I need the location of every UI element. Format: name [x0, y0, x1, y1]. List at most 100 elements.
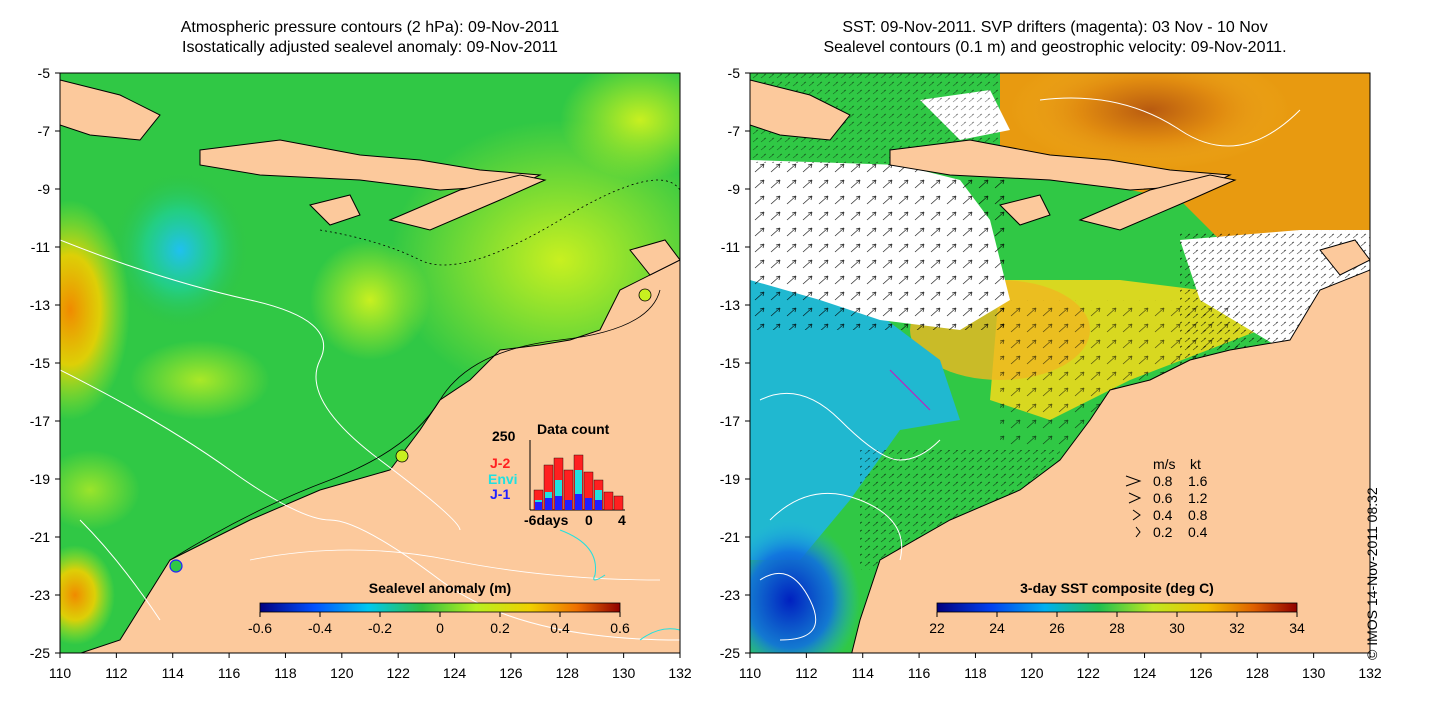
data-count-bar-j1	[535, 502, 542, 510]
velocity-legend-kt-value: 0.8	[1188, 507, 1208, 523]
left-colorbar-tick-label: 0	[436, 620, 444, 636]
right-y-tick-label: -9	[728, 181, 741, 197]
right-colorbar-tick-label: 24	[989, 620, 1005, 636]
right-x-tick-label: 112	[795, 665, 818, 681]
left-y-tick-label: -23	[30, 587, 50, 603]
left-colorbar-label: Sealevel anomaly (m)	[369, 580, 511, 596]
data-count-bar-j1	[545, 498, 552, 510]
right-y-tick-label: -21	[720, 529, 740, 545]
left-colorbar-bar	[259, 602, 621, 613]
legend-j1: J-1	[490, 486, 510, 502]
left-x-tick-label: 132	[668, 665, 692, 681]
left-australia-land	[79, 259, 680, 653]
left-pressure-contour	[60, 369, 680, 641]
left-x-tick-label: 120	[330, 665, 354, 681]
right-colorbar-tick-label: 32	[1229, 620, 1245, 636]
right-colorbar: 3-day SST composite (deg C) 22 24 26 28 30 32…	[929, 580, 1305, 636]
left-y-tick-label: -5	[38, 65, 51, 81]
left-x-tick-label: 112	[105, 665, 128, 681]
right-x-tick-label: 132	[1358, 665, 1382, 681]
left-y-tick-label: -15	[30, 355, 50, 371]
data-count-bar-envi	[555, 480, 562, 510]
right-velocity-legend: m/s kt 0.8 1.60.6 1.20.4 0.80.2 0.4	[1125, 456, 1208, 540]
right-sealevel-contour	[759, 392, 941, 461]
left-x-tick-label: 116	[218, 665, 241, 681]
left-colorbar-tick-label: -0.6	[248, 620, 272, 636]
right-svp-drifter-track	[889, 369, 931, 411]
velocity-legend-ms-value: 0.6	[1153, 490, 1173, 506]
right-y-tick-label: -15	[720, 355, 740, 371]
right-x-tick-label: 130	[1302, 665, 1326, 681]
right-y-tick-label: -11	[721, 239, 740, 255]
right-x-tick-label: 126	[1189, 665, 1213, 681]
left-data-count-inset: Data count 250 J-2 Envi J-1 -6days 0 4	[488, 421, 626, 528]
copyright-text: © IMOS 14-Nov-2011 08:32	[1364, 487, 1380, 660]
data-count-title: Data count	[537, 421, 610, 437]
left-tide-gauge-marker	[638, 288, 652, 302]
data-count-x-zero: 0	[585, 512, 593, 528]
velocity-legend-kt-value: 1.2	[1188, 490, 1208, 506]
left-bathymetry-contour	[169, 289, 661, 561]
left-low-anomaly-blob	[110, 170, 250, 330]
right-x-tick-label: 118	[964, 665, 987, 681]
right-x-tick-label: 128	[1246, 665, 1270, 681]
left-x-tick-label: 126	[499, 665, 523, 681]
right-java-land	[750, 79, 851, 141]
left-y-tick-label: -9	[38, 181, 51, 197]
velocity-legend-ms-value: 0.2	[1153, 524, 1173, 540]
right-x-axis: 110 112 114 116 118 120 122 124 126 128 130 132	[739, 653, 1382, 681]
left-x-tick-label: 124	[443, 665, 467, 681]
right-y-tick-label: -19	[720, 471, 740, 487]
velocity-legend-arrow-icon	[1125, 475, 1142, 487]
velocity-legend-ms-header: m/s	[1153, 456, 1176, 472]
legend-envi: Envi	[488, 471, 518, 487]
velocity-legend-arrow-icon	[1128, 492, 1142, 504]
right-x-tick-label: 120	[1020, 665, 1044, 681]
left-title-line2: Isostatically adjusted sealevel anomaly:…	[182, 39, 558, 56]
left-x-tick-label: 118	[274, 665, 297, 681]
right-x-tick-label: 124	[1133, 665, 1157, 681]
left-map	[60, 73, 680, 653]
right-y-axis: -5 -7 -9 -11 -13 -15 -17 -19 -21 -23 -25	[720, 65, 750, 661]
right-cool-sst-region	[750, 280, 960, 560]
data-count-bar-j1	[575, 494, 582, 510]
left-x-tick-label: 130	[612, 665, 636, 681]
velocity-legend-ms-value: 0.8	[1153, 473, 1173, 489]
right-colorbar-tick-label: 22	[929, 620, 945, 636]
right-x-tick-label: 116	[908, 665, 931, 681]
data-count-bar	[603, 491, 614, 511]
left-y-axis: -5 -7 -9 -11 -13 -15 -17 -19 -21 -23 -25	[30, 65, 60, 661]
left-x-tick-label: 122	[387, 665, 411, 681]
left-title-line1: Atmospheric pressure contours (2 hPa): 0…	[180, 19, 560, 36]
left-colorbar-tick-label: -0.2	[368, 620, 392, 636]
left-colorbar-tick-label: -0.4	[308, 620, 332, 636]
left-x-tick-label: 114	[162, 665, 185, 681]
velocity-legend-kt-value: 0.4	[1188, 524, 1208, 540]
right-y-tick-label: -25	[720, 645, 740, 661]
right-title-line1: SST: 09-Nov-2011. SVP drifters (magenta)…	[842, 19, 1268, 36]
velocity-legend-kt-value: 1.6	[1188, 473, 1208, 489]
right-colorbar-tick-label: 28	[1109, 620, 1125, 636]
data-count-x-end: 4	[618, 512, 626, 528]
data-count-bar-envi	[575, 470, 582, 510]
velocity-legend-arrow-icon	[1132, 509, 1141, 521]
left-y-tick-label: -7	[38, 123, 51, 139]
left-y-tick-label: -17	[30, 413, 50, 429]
right-y-tick-label: -23	[720, 587, 740, 603]
left-y-tick-label: -19	[30, 471, 50, 487]
right-colorbar-tick-label: 34	[1289, 620, 1305, 636]
right-x-tick-label: 122	[1077, 665, 1101, 681]
left-timor-land	[388, 174, 547, 231]
left-y-tick-label: -13	[30, 297, 50, 313]
left-high-anomaly-blob	[60, 200, 130, 420]
data-count-x-start: -6days	[524, 512, 569, 528]
legend-j2: J-2	[490, 455, 510, 471]
data-count-bar-j1	[565, 500, 572, 510]
data-count-bars	[533, 454, 624, 511]
right-y-tick-label: -5	[728, 65, 741, 81]
left-java-land	[60, 79, 161, 141]
right-x-tick-label: 114	[852, 665, 875, 681]
left-x-axis: 110 112 114 116 118 120 122 124 126 128 130 132	[49, 653, 692, 681]
data-count-bar	[613, 495, 624, 511]
